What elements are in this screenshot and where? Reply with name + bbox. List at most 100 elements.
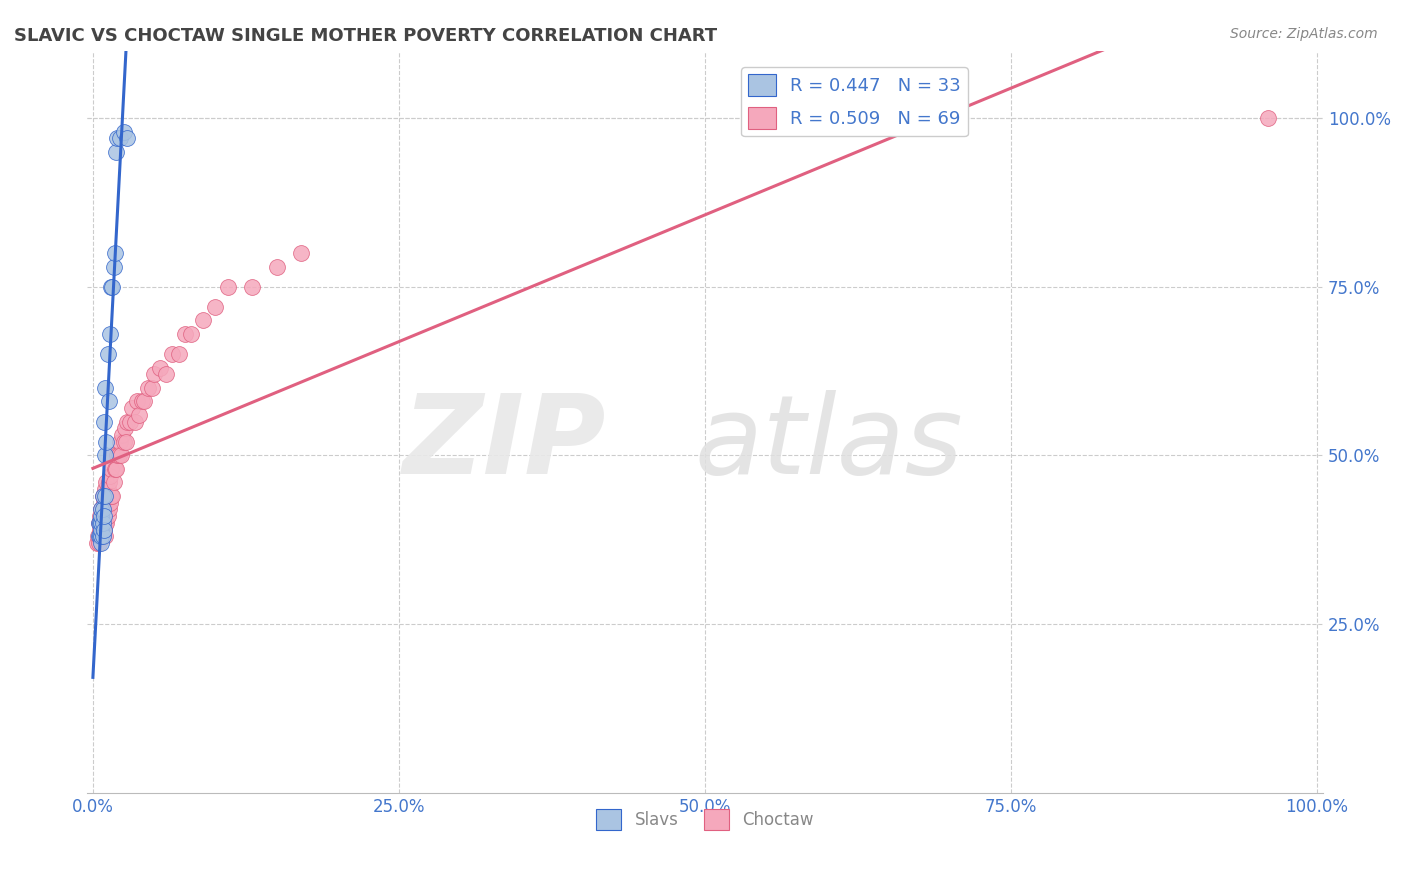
Point	[93, 523, 115, 537]
Point	[128, 408, 150, 422]
Point	[104, 462, 127, 476]
Text: Source: ZipAtlas.com: Source: ZipAtlas.com	[1230, 27, 1378, 41]
Point	[89, 516, 111, 530]
Point	[90, 536, 112, 550]
Point	[105, 449, 128, 463]
Point	[91, 529, 114, 543]
Point	[204, 300, 226, 314]
Point	[96, 434, 118, 449]
Point	[103, 260, 125, 274]
Point	[97, 509, 120, 524]
Point	[191, 313, 214, 327]
Point	[94, 516, 117, 530]
Point	[105, 131, 128, 145]
Point	[97, 502, 120, 516]
Point	[103, 475, 125, 490]
Point	[173, 326, 195, 341]
Text: SLAVIC VS CHOCTAW SINGLE MOTHER POVERTY CORRELATION CHART: SLAVIC VS CHOCTAW SINGLE MOTHER POVERTY …	[14, 27, 717, 45]
Point	[134, 394, 156, 409]
Point	[100, 489, 122, 503]
Point	[101, 449, 124, 463]
Point	[110, 449, 132, 463]
Point	[94, 529, 117, 543]
Point	[90, 523, 112, 537]
Point	[89, 509, 111, 524]
Point	[94, 489, 117, 503]
Point	[97, 482, 120, 496]
Point	[94, 449, 117, 463]
Point	[93, 509, 115, 524]
Point	[143, 368, 166, 382]
Point	[86, 536, 108, 550]
Point	[266, 260, 288, 274]
Point	[91, 529, 114, 543]
Point	[1257, 111, 1279, 125]
Point	[89, 529, 111, 543]
Point	[93, 509, 115, 524]
Point	[98, 468, 121, 483]
Point	[108, 434, 131, 449]
Point	[89, 529, 111, 543]
Point	[155, 368, 177, 382]
Point	[105, 462, 128, 476]
Point	[112, 434, 135, 449]
Point	[240, 279, 263, 293]
Point	[93, 415, 115, 429]
Point	[290, 246, 312, 260]
Point	[98, 326, 121, 341]
Point	[94, 482, 117, 496]
Point	[105, 145, 128, 159]
Point	[118, 415, 141, 429]
Point	[104, 246, 127, 260]
Point	[100, 279, 122, 293]
Point	[90, 509, 112, 524]
Point	[90, 529, 112, 543]
Point	[94, 381, 117, 395]
Point	[180, 326, 202, 341]
Point	[90, 516, 112, 530]
Point	[167, 347, 190, 361]
Point	[87, 536, 110, 550]
Point	[98, 495, 121, 509]
Point	[93, 495, 115, 509]
Text: ZIP: ZIP	[402, 391, 606, 498]
Point	[97, 394, 120, 409]
Point	[90, 502, 112, 516]
Point	[124, 415, 146, 429]
Point	[115, 434, 138, 449]
Point	[91, 516, 114, 530]
Point	[115, 131, 138, 145]
Point	[90, 516, 112, 530]
Point	[121, 401, 143, 416]
Point	[96, 516, 118, 530]
Text: atlas: atlas	[695, 391, 963, 498]
Point	[217, 279, 239, 293]
Point	[114, 421, 136, 435]
Point	[131, 394, 153, 409]
Point	[87, 529, 110, 543]
Point	[136, 381, 159, 395]
Point	[93, 523, 115, 537]
Point	[115, 415, 138, 429]
Point	[107, 449, 129, 463]
Point	[112, 125, 135, 139]
Point	[87, 516, 110, 530]
Point	[90, 529, 112, 543]
Point	[96, 475, 118, 490]
Point	[97, 347, 120, 361]
Point	[149, 360, 172, 375]
Point	[89, 523, 111, 537]
Point	[91, 489, 114, 503]
Point	[87, 516, 110, 530]
Point	[97, 475, 120, 490]
Point	[162, 347, 184, 361]
Point	[94, 502, 117, 516]
Point	[100, 462, 122, 476]
Point	[101, 279, 124, 293]
Point	[108, 131, 131, 145]
Point	[125, 394, 148, 409]
Point	[101, 489, 124, 503]
Point	[90, 502, 112, 516]
Point	[111, 428, 134, 442]
Point	[91, 502, 114, 516]
